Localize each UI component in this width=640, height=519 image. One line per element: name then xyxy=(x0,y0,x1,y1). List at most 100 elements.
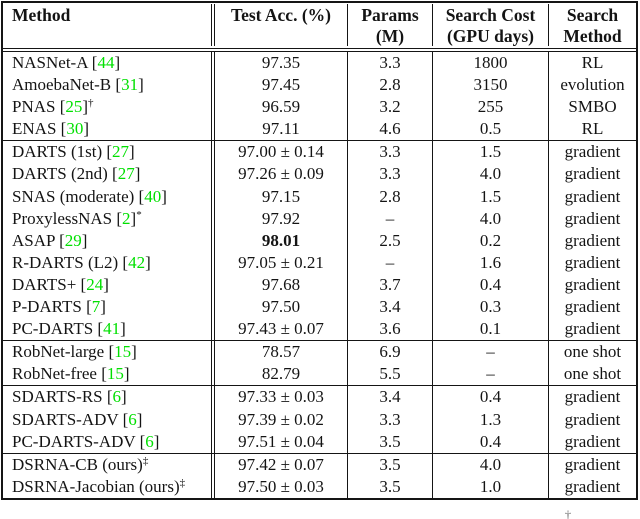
table-row: PC-DARTS-ADV [6] 97.51 ± 0.04 3.5 0.4 gr… xyxy=(3,430,636,453)
table-header-row: Method Test Acc. (%) Params (M) Search Co… xyxy=(3,3,636,52)
table-row: ASAP [29] 98.01 2.5 0.2 gradient xyxy=(3,229,636,252)
method-name: AmoebaNet-B [ xyxy=(12,75,122,95)
table-row: DARTS+ [24] 97.68 3.7 0.4 gradient xyxy=(3,273,636,297)
table-row: PNAS [25]† 96.59 3.2 255 SMBO xyxy=(3,96,636,119)
search-cell: gradient xyxy=(548,185,636,208)
cost-cell: 1800 xyxy=(432,52,548,75)
params-cell: 3.5 xyxy=(347,475,432,498)
cost-cell: 255 xyxy=(432,96,548,119)
header-test-acc-label: Test Acc. (%) xyxy=(231,5,331,25)
test-acc-cell: 97.50 xyxy=(261,297,301,317)
method-cell: R-DARTS (L2) [42] xyxy=(3,251,215,274)
method-bracket-close: ] xyxy=(100,297,106,317)
header-params: Params (M) xyxy=(347,4,432,46)
params-cell: 3.2 xyxy=(347,96,432,119)
cost-cell: 3150 xyxy=(432,74,548,97)
citation-number: 6 xyxy=(128,409,137,429)
search-cell: evolution xyxy=(548,74,636,97)
method-cell: SDARTS-RS [6] xyxy=(3,386,215,409)
params-cell: 3.3 xyxy=(347,408,432,431)
test-acc-cell: 97.45 xyxy=(261,75,301,95)
test-acc-cell: 97.92 xyxy=(261,208,301,228)
citation-number: 25 xyxy=(65,97,83,117)
test-acc-cell: 98.01 xyxy=(261,230,301,250)
table-row: SDARTS-RS [6] 97.33 ± 0.03 3.4 0.4 gradi… xyxy=(3,386,636,409)
citation-number: 24 xyxy=(86,274,104,294)
method-cell: P-DARTS [7] xyxy=(3,296,215,319)
method-cell: AmoebaNet-B [31] xyxy=(3,74,215,97)
method-name: ENAS [ xyxy=(12,119,67,139)
method-name: SDARTS-ADV [ xyxy=(12,409,129,429)
method-cell: ENAS [30] xyxy=(3,118,215,141)
method-superscript: ‡ xyxy=(142,454,149,467)
citation-number: 27 xyxy=(112,142,130,162)
header-test-acc: Test Acc. (%) xyxy=(215,4,347,46)
search-cell: gradient xyxy=(548,408,636,431)
table-row: RobNet-free [15] 82.79 5.5 – one shot xyxy=(3,363,636,386)
method-name: ProxylessNAS [ xyxy=(12,208,123,228)
search-cell: gradient xyxy=(548,453,636,476)
method-name: ASAP [ xyxy=(12,230,65,250)
method-cell: ProxylessNAS [2]* xyxy=(3,207,215,230)
search-cell: gradient xyxy=(548,273,636,297)
cost-cell: 0.2 xyxy=(432,229,548,252)
method-bracket-close: ] xyxy=(161,186,167,206)
header-search-cost: Search Cost (GPU days) xyxy=(432,4,548,46)
method-name: DARTS+ [ xyxy=(12,274,87,294)
params-cell: 6.9 xyxy=(347,341,432,364)
params-cell: 3.6 xyxy=(347,318,432,341)
search-cell: gradient xyxy=(548,386,636,409)
test-acc-cell: 97.42 ± 0.07 xyxy=(238,454,324,474)
method-cell: PC-DARTS-ADV [6] xyxy=(3,430,215,453)
test-acc-cell: 97.50 ± 0.03 xyxy=(238,476,324,496)
method-superscript: ‡ xyxy=(179,476,186,489)
cost-cell: – xyxy=(432,363,548,386)
table-row: DSRNA-Jacobian (ours)‡ 97.50 ± 0.03 3.5 … xyxy=(3,475,636,498)
citation-number: 31 xyxy=(121,75,139,95)
header-params-line1: Params xyxy=(361,5,419,25)
header-search-method-line1: Search xyxy=(566,5,619,25)
test-acc-cell: 97.33 ± 0.03 xyxy=(238,387,324,407)
params-cell: 3.3 xyxy=(347,52,432,75)
table-row: SNAS (moderate) [40] 97.15 2.8 1.5 gradi… xyxy=(3,185,636,208)
params-cell: 2.8 xyxy=(347,74,432,97)
cost-cell: 1.6 xyxy=(432,251,548,274)
cost-cell: 1.5 xyxy=(432,141,548,164)
citation-number: 15 xyxy=(114,342,132,362)
method-name: PC-DARTS [ xyxy=(12,319,104,339)
cost-cell: 0.5 xyxy=(432,118,548,141)
params-cell: 2.5 xyxy=(347,229,432,252)
search-cell: gradient xyxy=(548,430,636,453)
method-bracket-close: ] xyxy=(81,230,88,250)
method-name: P-DARTS [ xyxy=(12,297,92,317)
test-acc-cell: 97.11 xyxy=(262,119,300,139)
header-search-method: Search Method xyxy=(548,4,636,46)
test-acc-cell: 97.68 xyxy=(261,274,301,294)
section-dsrna-ours: DSRNA-CB (ours)‡ 97.42 ± 0.07 3.5 4.0 gr… xyxy=(3,452,636,498)
table-row: DARTS (1st) [27] 97.00 ± 0.14 3.3 1.5 gr… xyxy=(3,141,636,164)
params-cell: 2.8 xyxy=(347,185,432,208)
test-acc-cell: 97.35 xyxy=(261,53,301,72)
header-method: Method xyxy=(3,4,215,46)
test-acc-cell: 78.57 xyxy=(261,342,301,362)
method-cell: DARTS+ [24] xyxy=(3,273,215,297)
method-bracket-close: ] xyxy=(83,119,89,139)
header-params-line2: (M) xyxy=(375,25,405,46)
test-acc-cell: 97.05 ± 0.21 xyxy=(238,252,324,272)
method-cell: RobNet-large [15] xyxy=(3,341,215,364)
test-acc-cell: 96.59 xyxy=(261,97,301,117)
search-cell: gradient xyxy=(548,475,636,498)
method-cell: ASAP [29] xyxy=(3,229,215,252)
method-name: RobNet-large [ xyxy=(12,342,115,362)
table-row: NASNet-A [44] 97.35 3.3 1800 RL xyxy=(3,52,636,75)
test-acc-cell: 97.15 xyxy=(261,186,301,206)
method-bracket-close: ] xyxy=(153,431,160,451)
search-cell: one shot xyxy=(548,341,636,364)
method-bracket-close: ] xyxy=(120,319,126,339)
footnote-dagger-fragment: † xyxy=(564,508,572,519)
header-search-cost-line1: Search Cost xyxy=(445,5,536,25)
search-cell: gradient xyxy=(548,141,636,164)
method-superscript: * xyxy=(136,208,142,221)
method-cell: SDARTS-ADV [6] xyxy=(3,408,215,431)
cost-cell: 1.5 xyxy=(432,185,548,208)
